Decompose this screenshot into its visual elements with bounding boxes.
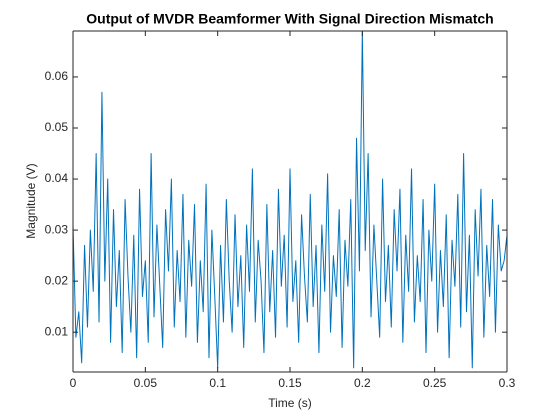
y-tick-label: 0.06 — [45, 69, 69, 83]
x-tick-label: 0.2 — [354, 376, 371, 390]
data-line — [73, 31, 507, 369]
x-tick-label: 0.15 — [278, 376, 302, 390]
y-tick-label: 0.03 — [45, 222, 69, 236]
y-tick-label: 0.01 — [45, 324, 69, 338]
x-tick-label: 0.05 — [134, 376, 158, 390]
x-axis-label: Time (s) — [268, 396, 312, 410]
y-axis-label: Magnitude (V) — [24, 163, 38, 238]
x-tick-label: 0 — [70, 376, 77, 390]
y-tick-label: 0.02 — [45, 273, 69, 287]
x-tick-label: 0.3 — [499, 376, 516, 390]
y-tick-label: 0.04 — [45, 171, 69, 185]
y-tick-label: 0.05 — [45, 120, 69, 134]
x-tick-label: 0.1 — [209, 376, 226, 390]
x-tick-label: 0.25 — [423, 376, 447, 390]
chart-title: Output of MVDR Beamformer With Signal Di… — [86, 11, 493, 27]
